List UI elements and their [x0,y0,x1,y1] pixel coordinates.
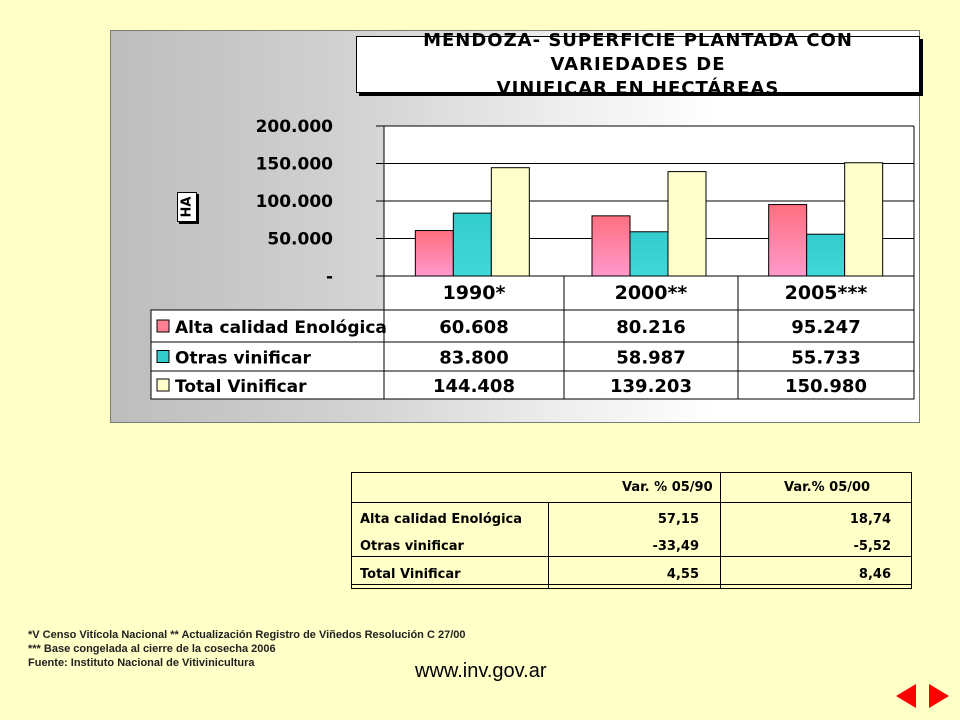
y-tick-label: 150.000 [256,155,334,175]
data-label: 58.987 [616,348,685,369]
y-tick-label: 100.000 [256,192,334,212]
chart-panel: - 50.000 100.000 150.000 200.000 1990* 2000** 2… [110,30,920,423]
website-link[interactable]: www.inv.gov.ar [415,660,547,682]
table-header-row [383,275,915,311]
footnote-line: *** Base congelada al cierre de la cosec… [28,643,276,655]
data-label: 55.733 [791,348,860,369]
data-label: 80.216 [616,317,685,338]
legend-label: Otras vinificar [175,349,311,369]
bar-total-vinificar [667,171,707,277]
table-cell-var-05-00: 18,74 [849,512,891,527]
x-tick-label: 2005*** [785,282,868,304]
bar-total-vinificar [490,167,530,277]
bar-alta-calidad [414,230,454,277]
data-label: 144.408 [433,376,515,397]
bar-otras-vinificar [629,231,669,277]
table-header-var-05-90: Var. % 05/90 [622,480,713,495]
bar-otras-vinificar [806,233,846,277]
chart-title-line-2: VINIFICAR EN HECTÁREAS [496,77,780,99]
table-divider [352,556,911,557]
y-tick-label: 200.000 [256,117,334,137]
table-cell-var-05-00: 8,46 [858,567,891,582]
x-tick-label: 1990* [443,282,506,304]
y-tick-label: 50.000 [267,230,333,250]
data-label: 83.800 [439,348,508,369]
table-divider [352,502,911,503]
table-row-label: Otras vinificar [360,539,464,554]
footnote-source: Fuente: Instituto Nacional de Vitivinicu… [28,657,255,669]
legend-swatch [156,350,170,363]
footnotes: *V Censo Vitícola Nacional ** Actualizac… [28,628,465,670]
table-divider [352,584,911,585]
bar-alta-calidad [591,215,631,277]
chart-title-line-1: MENDOZA- SUPERFICIE PLANTADA CON VARIEDA… [423,29,853,75]
chart-title: MENDOZA- SUPERFICIE PLANTADA CON VARIEDA… [356,30,920,99]
data-label: 60.608 [439,317,508,338]
variation-table: Var. % 05/90 Var.% 05/00 Alta calidad En… [351,472,912,589]
legend-swatch [156,378,170,392]
table-cell-var-05-90: -33,49 [652,539,699,554]
chart-svg: - 50.000 100.000 150.000 200.000 1990* 2000** 2… [150,117,915,400]
data-label: 150.980 [785,376,867,397]
bar-otras-vinificar [452,212,492,277]
data-label: 95.247 [791,317,860,338]
legend-label: Total Vinificar [175,377,307,397]
y-axis-label-box: HA [177,192,197,222]
footnote-line: *V Censo Vitícola Nacional ** Actualizac… [28,629,466,641]
bar-alta-calidad [768,204,808,277]
table-cell-var-05-90: 4,55 [666,567,699,582]
previous-slide-icon[interactable] [894,683,920,709]
table-divider [720,473,721,588]
table-divider [548,502,549,588]
y-tick-label: - [326,267,333,287]
x-tick-label: 2000** [615,282,688,304]
table-cell-var-05-00: -5,52 [853,539,891,554]
legend-swatch [156,319,170,333]
data-label: 139.203 [610,376,692,397]
next-slide-icon[interactable] [926,683,952,709]
table-row-label: Total Vinificar [360,567,461,582]
y-axis-label: HA [179,196,195,218]
table-row-label: Alta calidad Enológica [360,512,523,527]
legend-label: Alta calidad Enológica [175,318,387,338]
bar-total-vinificar [844,162,884,277]
table-cell-var-05-90: 57,15 [657,512,699,527]
table-header-var-05-00: Var.% 05/00 [784,480,871,495]
data-table [150,309,915,400]
